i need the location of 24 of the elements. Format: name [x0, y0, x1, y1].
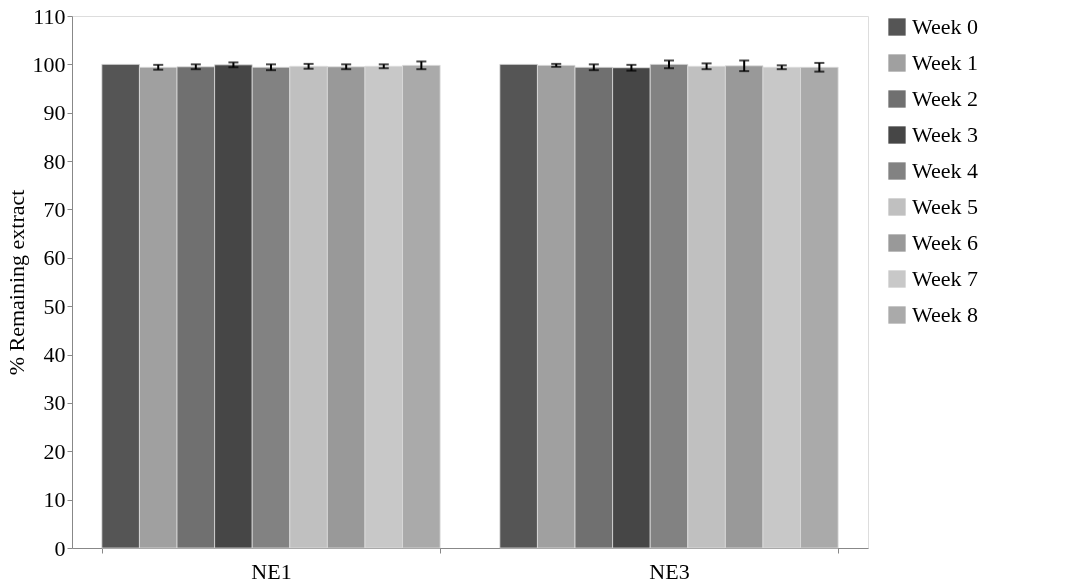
x-tick-label: NE3 — [649, 558, 690, 584]
legend-label: Week 4 — [912, 158, 979, 183]
y-tick-label: 60 — [43, 245, 66, 271]
y-tick-label: 90 — [43, 100, 66, 126]
legend-label: Week 5 — [912, 194, 979, 219]
y-tick-label: 0 — [54, 535, 66, 561]
y-tick-label: 50 — [43, 293, 66, 319]
y-axis-title: % Remaining extract — [3, 189, 29, 376]
legend-label: Week 2 — [912, 86, 979, 111]
legend-label: Week 0 — [912, 14, 979, 39]
y-tick-label: 30 — [43, 390, 66, 416]
y-tick-label: 110 — [33, 3, 66, 29]
legend-label: Week 8 — [912, 302, 979, 327]
y-tick-label: 40 — [43, 342, 66, 368]
y-tick-label: 70 — [43, 196, 66, 222]
legend-label: Week 7 — [912, 266, 979, 291]
y-tick-label: 80 — [43, 148, 66, 174]
y-tick-label: 100 — [32, 51, 66, 77]
legend-label: Week 3 — [912, 122, 979, 147]
y-tick-label: 10 — [43, 487, 66, 513]
legend-label: Week 6 — [912, 230, 979, 255]
legend-label: Week 1 — [912, 50, 979, 75]
x-tick-label: NE1 — [251, 558, 292, 584]
y-tick-label: 20 — [43, 438, 66, 464]
